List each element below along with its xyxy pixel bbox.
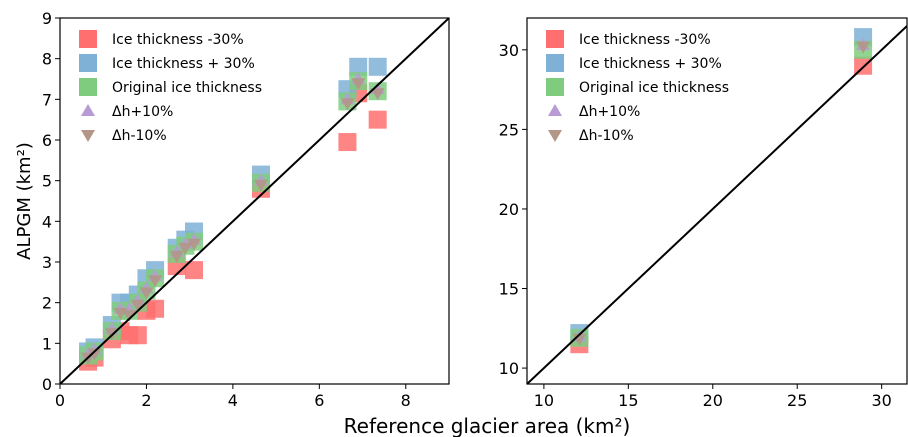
- legend-marker-dhminus: [81, 130, 95, 142]
- data-point-dhminus: [856, 41, 871, 54]
- data-point-minus30: [338, 133, 357, 152]
- y-tick-label: 1: [42, 334, 52, 353]
- y-tick-label: 30: [499, 41, 519, 60]
- legend-marker-plus30: [79, 54, 97, 72]
- legend-label-dhminus: Δh-10%: [579, 128, 634, 144]
- legend-label-plus30: Ice thickness + 30%: [112, 56, 255, 72]
- data-point-dhminus: [370, 88, 385, 101]
- data-point-dhminus: [87, 348, 102, 361]
- data-point-minus30: [128, 326, 147, 345]
- x-tick-label: 2: [141, 391, 151, 410]
- data-point-dhminus: [178, 242, 193, 255]
- legend-label-dhminus: Δh-10%: [112, 128, 167, 144]
- x-tick-label: 20: [703, 391, 723, 410]
- y-tick-label: 10: [499, 359, 519, 378]
- y-tick-label: 8: [42, 50, 52, 69]
- data-point-dhminus: [130, 299, 145, 312]
- legend-label-orig: Original ice thickness: [112, 80, 262, 96]
- legend-marker-dhplus: [81, 104, 95, 116]
- x-tick-label: 15: [618, 391, 638, 410]
- y-tick-label: 20: [499, 200, 519, 219]
- y-tick-label: 9: [42, 9, 52, 28]
- legend-marker-orig: [546, 78, 564, 96]
- y-axis-label: ALPGM (km²): [14, 142, 35, 260]
- y-tick-label: 0: [42, 375, 52, 394]
- figure-x-axis-label: Reference glacier area (km²): [344, 414, 631, 437]
- x-tick-label: 30: [871, 391, 891, 410]
- legend-marker-orig: [79, 78, 97, 96]
- x-tick-label: 4: [228, 391, 238, 410]
- x-tick-label: 25: [787, 391, 807, 410]
- legend-label-orig: Original ice thickness: [579, 80, 729, 96]
- data-point-dhminus: [253, 179, 268, 192]
- data-point-dhminus: [139, 287, 154, 300]
- data-point-dhminus: [340, 98, 355, 111]
- y-tick-label: 6: [42, 131, 52, 150]
- x-tick-label: 0: [55, 391, 65, 410]
- data-point-dhminus: [169, 250, 184, 263]
- legend-label-dhplus: Δh+10%: [112, 104, 173, 120]
- data-point-dhminus: [148, 275, 163, 288]
- x-tick-label: 10: [534, 391, 554, 410]
- plot-area: [527, 24, 907, 384]
- legend-marker-dhminus: [548, 130, 562, 142]
- one-to-one-line: [527, 24, 907, 384]
- y-tick-label: 25: [499, 120, 519, 139]
- y-tick-label: 3: [42, 253, 52, 272]
- legend-marker-plus30: [546, 54, 564, 72]
- legend-label-dhplus: Δh+10%: [579, 104, 640, 120]
- y-tick-label: 7: [42, 90, 52, 109]
- data-point-dhminus: [186, 238, 201, 251]
- x-tick-label: 6: [314, 391, 324, 410]
- one-to-one-line: [60, 18, 449, 384]
- data-point-minus30: [146, 299, 165, 318]
- data-point-plus30: [349, 57, 368, 76]
- legend-marker-dhplus: [548, 104, 562, 116]
- legend-marker-minus30: [79, 30, 97, 48]
- legend-label-minus30: Ice thickness -30%: [579, 32, 711, 48]
- axes-frame: [59, 17, 450, 385]
- series-plus30: [570, 28, 873, 343]
- data-point-dhminus: [351, 78, 366, 91]
- x-tick-label: 8: [401, 391, 411, 410]
- y-tick-label: 2: [42, 294, 52, 313]
- series-dhminus: [81, 78, 385, 365]
- y-tick-label: 15: [499, 280, 519, 299]
- legend-label-plus30: Ice thickness + 30%: [579, 56, 722, 72]
- data-point-minus30: [184, 261, 203, 280]
- data-point-dhminus: [122, 309, 137, 322]
- y-tick-label: 5: [42, 172, 52, 191]
- left-panel: 0 2 4 6 8 0 1 2 3 4 5 6 7 8 9 ALPGM (km²) Ice thickness …: [14, 9, 450, 410]
- legend-label-minus30: Ice thickness -30%: [112, 32, 244, 48]
- legend-marker-minus30: [546, 30, 564, 48]
- y-tick-label: 4: [42, 212, 52, 231]
- legend: Ice thickness -30% Ice thickness + 30% Ori…: [79, 30, 262, 144]
- plot-area: [60, 18, 449, 384]
- data-point-plus30: [368, 57, 387, 76]
- axes-frame: [526, 17, 908, 385]
- data-point-minus30: [368, 110, 387, 129]
- legend: Ice thickness -30% Ice thickness + 30% Ori…: [546, 30, 729, 144]
